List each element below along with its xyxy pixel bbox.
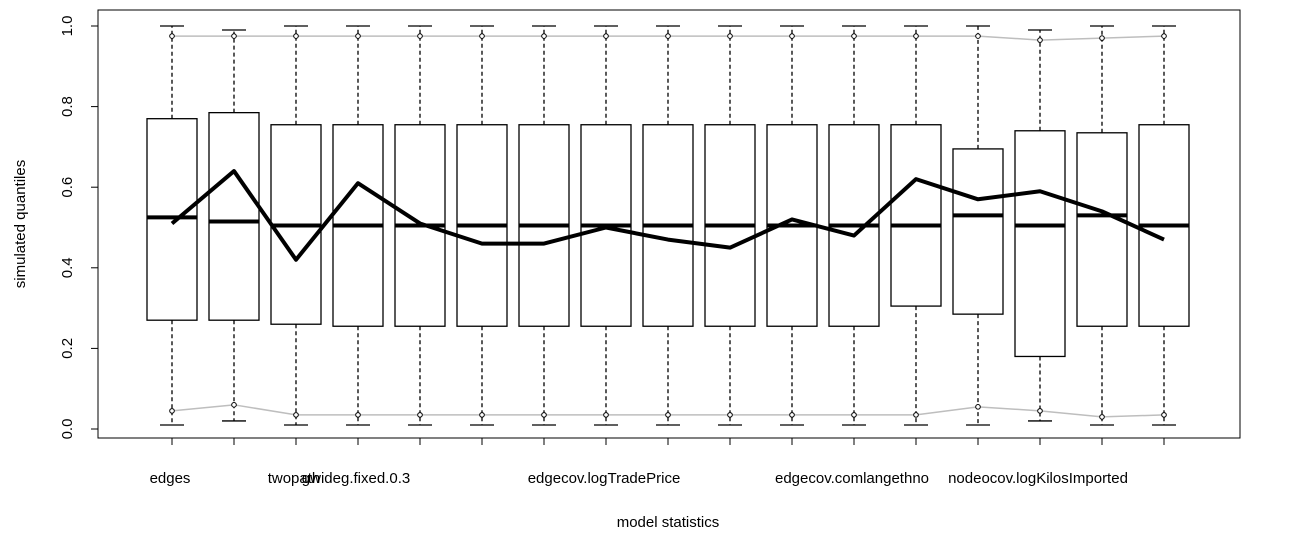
upper-bound-point bbox=[479, 33, 485, 39]
x-tick-label: nodeocov.logKilosImported bbox=[948, 470, 1128, 487]
x-tick-label: twopath bbox=[268, 470, 321, 487]
box-iqr bbox=[208, 111, 260, 321]
lower-bound-point bbox=[231, 402, 237, 408]
box-15 bbox=[1014, 29, 1066, 422]
box-iqr bbox=[1076, 132, 1128, 327]
box-iqr bbox=[952, 148, 1004, 315]
box-17 bbox=[1138, 25, 1190, 426]
upper-bound-point bbox=[169, 33, 175, 39]
box-4 bbox=[332, 25, 384, 426]
lower-bound-point bbox=[541, 412, 547, 418]
lower-bound-point bbox=[355, 412, 361, 418]
lower-bound-point bbox=[169, 408, 175, 414]
box-16 bbox=[1076, 25, 1128, 426]
box-10 bbox=[704, 25, 756, 426]
lower-bound-point bbox=[479, 412, 485, 418]
lower-bound-point bbox=[913, 412, 919, 418]
y-tick-label: 1.0 bbox=[59, 16, 76, 37]
lower-bound-point bbox=[603, 412, 609, 418]
upper-bound-point bbox=[1099, 35, 1105, 41]
y-axis-title: simulated quantiles bbox=[12, 160, 29, 288]
box-13 bbox=[890, 25, 942, 426]
box-14 bbox=[952, 25, 1004, 426]
y-axis: 0.0 0.2 0.4 0.6 0.8 1.0 bbox=[59, 16, 98, 440]
upper-bound-point bbox=[541, 33, 547, 39]
box-3 bbox=[270, 25, 322, 426]
upper-bound-point bbox=[789, 33, 795, 39]
box-6 bbox=[456, 25, 508, 426]
lower-bound-point bbox=[851, 412, 857, 418]
y-tick-label: 0.8 bbox=[59, 96, 76, 117]
lower-bound-point bbox=[975, 404, 981, 410]
upper-bound-point bbox=[231, 33, 237, 39]
x-tick-label: edges bbox=[150, 470, 191, 487]
box-9 bbox=[642, 25, 694, 426]
lower-bound-point bbox=[665, 412, 671, 418]
upper-bound-point bbox=[293, 33, 299, 39]
x-tick-label: edgecov.logTradePrice bbox=[528, 470, 681, 487]
lower-bound-point bbox=[293, 412, 299, 418]
lower-bound-point bbox=[789, 412, 795, 418]
box-8 bbox=[580, 25, 632, 426]
box-iqr bbox=[146, 118, 198, 321]
y-tick-label: 0.4 bbox=[59, 257, 76, 278]
upper-bound-point bbox=[1037, 37, 1043, 43]
upper-bound-point bbox=[975, 33, 981, 39]
observed-line bbox=[170, 169, 1165, 262]
upper-bound-point bbox=[913, 33, 919, 39]
box-iqr bbox=[890, 124, 942, 307]
upper-bound-point bbox=[727, 33, 733, 39]
upper-bound-point bbox=[665, 33, 671, 39]
box-iqr bbox=[1014, 130, 1066, 358]
box-2 bbox=[208, 29, 260, 422]
upper-bound-point bbox=[603, 33, 609, 39]
lower-bound-point bbox=[1099, 414, 1105, 420]
y-tick-label: 0.2 bbox=[59, 338, 76, 359]
box-1 bbox=[146, 25, 198, 426]
boxes-layer bbox=[146, 25, 1190, 426]
x-tick-label: edgecov.comlangethno bbox=[775, 470, 929, 487]
y-tick-label: 0.0 bbox=[59, 419, 76, 440]
upper-bound-point bbox=[355, 33, 361, 39]
y-tick-label: 0.6 bbox=[59, 177, 76, 198]
lower-bound-point bbox=[417, 412, 423, 418]
box-5 bbox=[394, 25, 446, 426]
lower-bound-point bbox=[727, 412, 733, 418]
lower-bound-point bbox=[1037, 408, 1043, 414]
x-tick-label: gwideg.fixed.0.3 bbox=[302, 470, 410, 487]
x-axis-title: model statistics bbox=[617, 514, 720, 531]
lines-layer bbox=[169, 33, 1167, 420]
upper-bound-point bbox=[417, 33, 423, 39]
box-7 bbox=[518, 25, 570, 426]
box-12 bbox=[828, 25, 880, 426]
lower-bound-point bbox=[1161, 412, 1167, 418]
upper-bound-point bbox=[851, 33, 857, 39]
upper-bound-point bbox=[1161, 33, 1167, 39]
